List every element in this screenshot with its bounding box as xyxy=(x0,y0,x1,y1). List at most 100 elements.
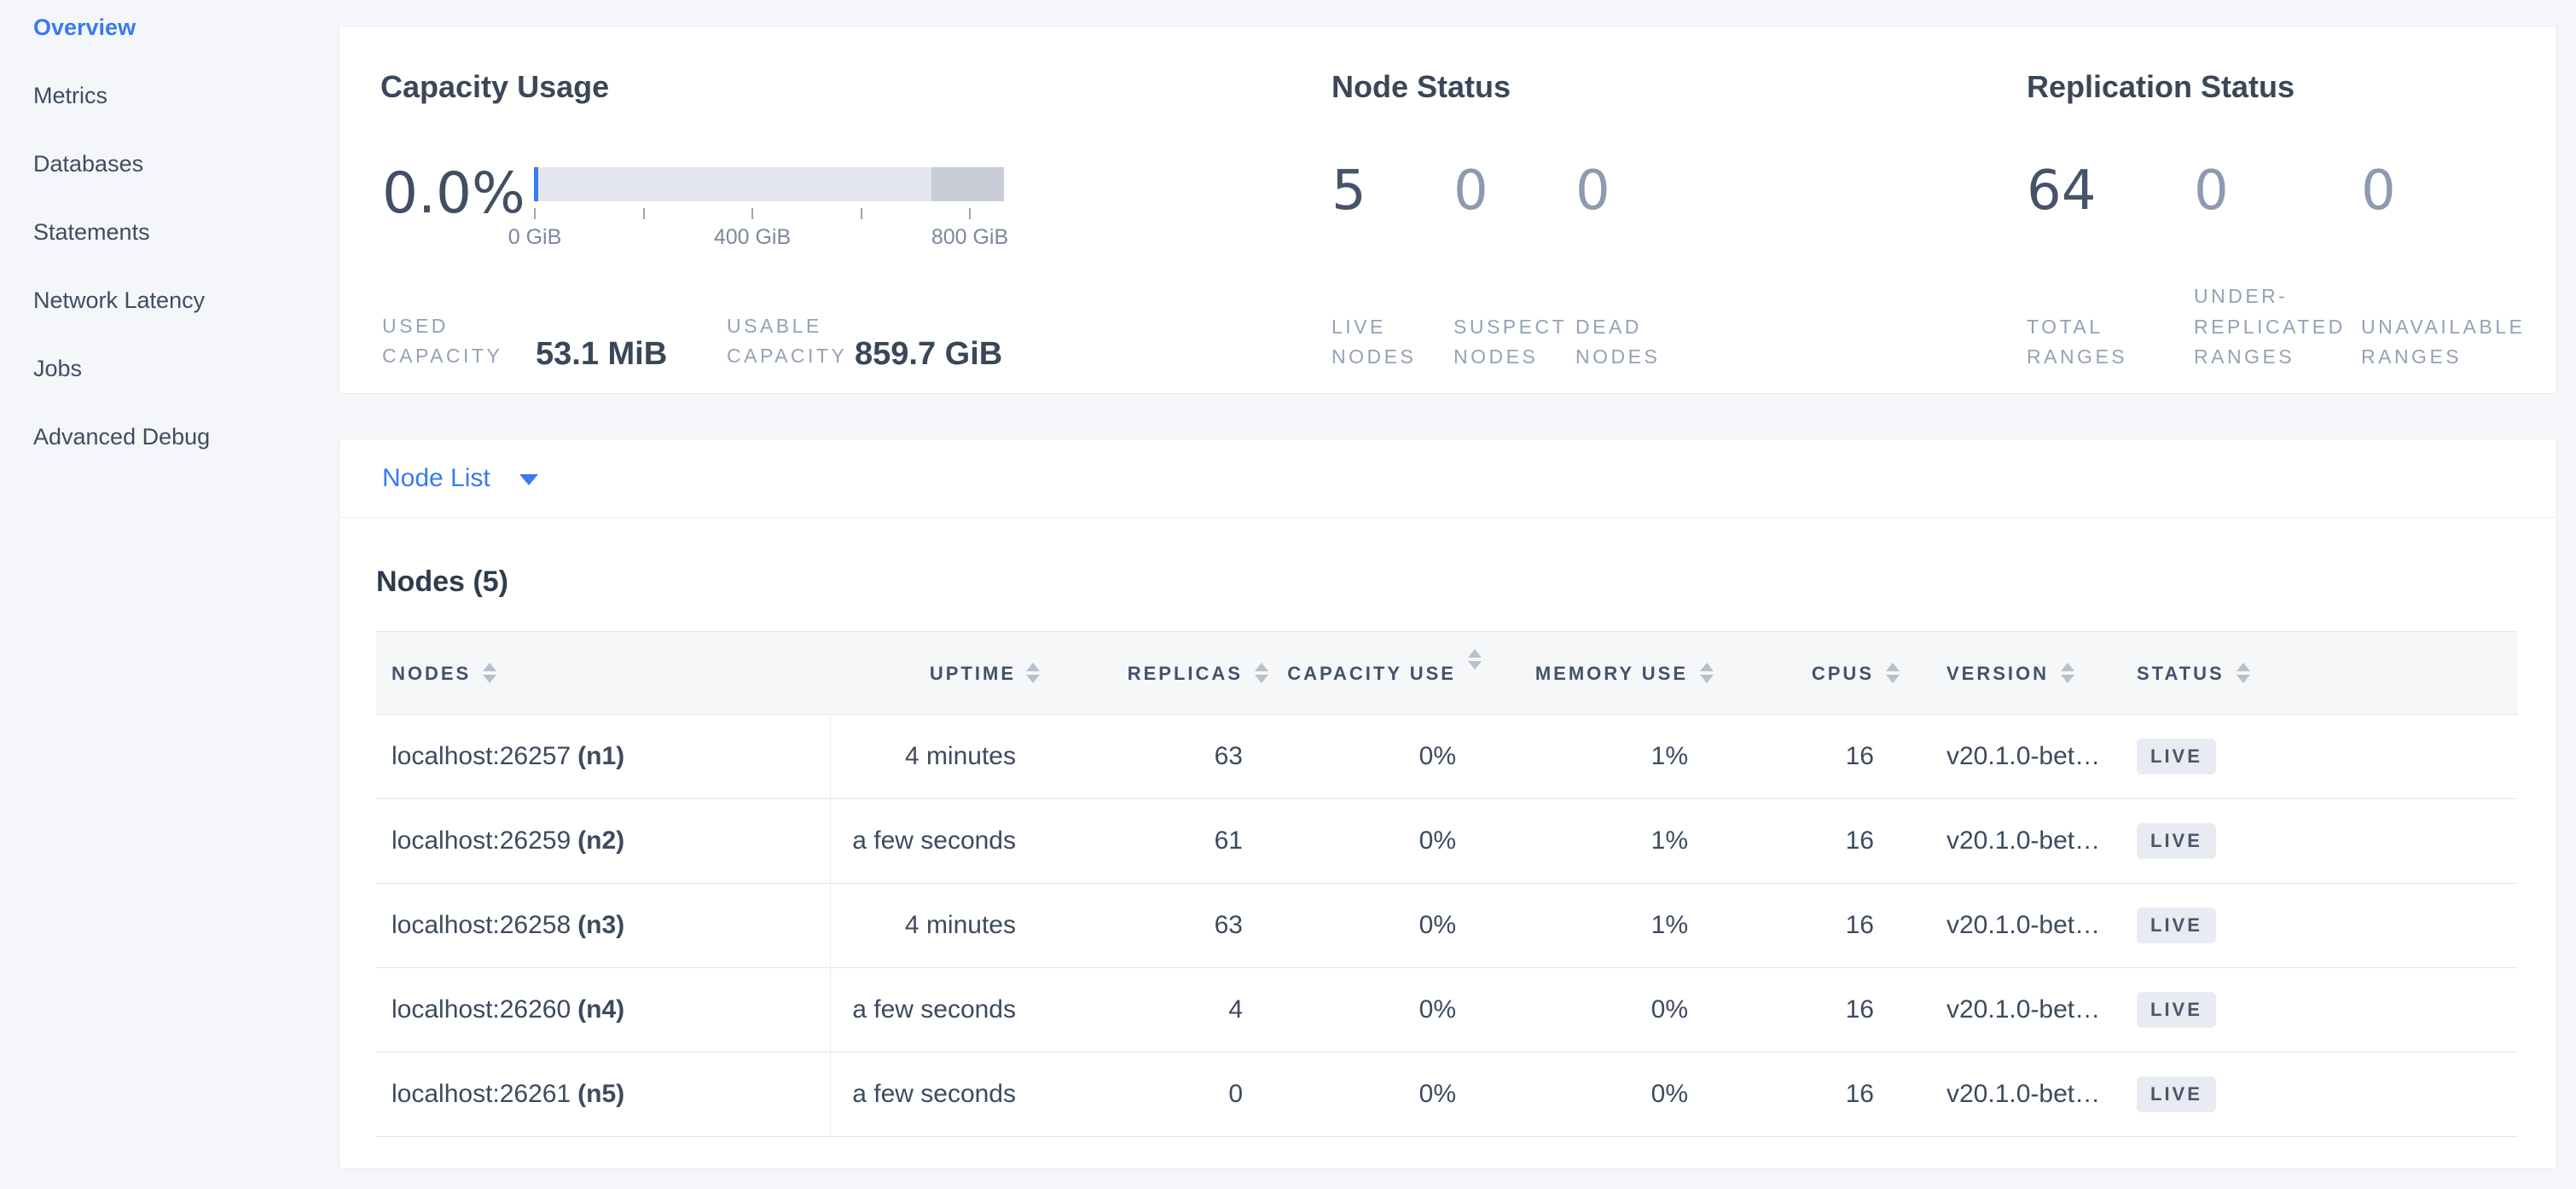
node-name-cell[interactable]: localhost:26257 (n1) xyxy=(376,715,831,798)
gauge-tick xyxy=(643,208,645,219)
gauge-tick xyxy=(969,208,971,219)
column-header-label: Status xyxy=(2137,662,2225,684)
replication-status-title: Replication Status xyxy=(2027,69,2295,104)
cpus-cell: 16 xyxy=(1845,911,1874,939)
node-name-cell[interactable]: localhost:26259 (n2) xyxy=(376,799,831,883)
version-cell: v20.1.0-bet… xyxy=(1947,911,2101,939)
column-header-memory-use[interactable]: Memory Use xyxy=(1485,632,1717,714)
under-replicated-ranges-label: Under-Replicated Ranges xyxy=(2194,285,2346,368)
live-nodes-label: Live Nodes xyxy=(1332,315,1417,368)
node-address: localhost:26257 xyxy=(392,742,571,770)
table-row: localhost:26261 (n5) a few seconds 0 0% 0% 16 v… xyxy=(376,1053,2518,1137)
capacity-usage-panel: Capacity Usage 0.0% 0 GiB 400 GiB 800 GiB … xyxy=(380,26,1302,393)
sort-arrows-icon xyxy=(483,663,497,683)
capacity-usage-title: Capacity Usage xyxy=(380,69,610,104)
gauge-axis-label: 400 GiB xyxy=(713,225,792,249)
status-badge: LIVE xyxy=(2137,823,2216,859)
uptime-cell: a few seconds xyxy=(852,826,1016,855)
under-replicated-ranges-value: 0 xyxy=(2194,160,2229,223)
column-header-nodes[interactable]: Nodes xyxy=(376,632,831,714)
memory-use-cell: 1% xyxy=(1651,826,1688,855)
total-ranges-label: Total Ranges xyxy=(2027,315,2128,368)
column-header-cpus[interactable]: CPUs xyxy=(1717,632,1903,714)
node-list-dropdown-label: Node List xyxy=(382,463,490,492)
column-header-label: Replicas xyxy=(1127,662,1243,684)
status-badge: LIVE xyxy=(2137,908,2216,943)
status-cell: LIVE xyxy=(2092,715,2518,798)
sidebar-item-metrics[interactable]: Metrics xyxy=(33,82,107,108)
capacity-use-cell: 0% xyxy=(1419,995,1456,1024)
replicas-cell: 63 xyxy=(1214,742,1243,770)
replication-status-labels: Total Ranges Under-Replicated Ranges Unava… xyxy=(2027,281,2528,373)
sidebar-item-overview[interactable]: Overview xyxy=(33,14,136,40)
column-header-label: Version xyxy=(1947,662,2050,684)
capacity-use-cell: 0% xyxy=(1419,911,1456,939)
node-name-cell[interactable]: localhost:26261 (n5) xyxy=(376,1053,831,1136)
capacity-stats: Used Capacity 53.1 MiB Usable Capacity 8… xyxy=(382,311,1002,372)
uptime-cell: a few seconds xyxy=(852,995,1016,1024)
sidebar-item-databases[interactable]: Databases xyxy=(33,150,144,177)
version-cell: v20.1.0-bet… xyxy=(1947,995,2101,1024)
column-header-capacity-use[interactable]: Capacity Use xyxy=(1272,632,1485,714)
column-header-version[interactable]: Version xyxy=(1903,632,2092,714)
replicas-cell: 4 xyxy=(1228,995,1243,1024)
uptime-cell: a few seconds xyxy=(852,1080,1016,1108)
gauge-axis-label: 0 GiB xyxy=(508,225,562,249)
capacity-gauge-used-segment xyxy=(534,167,538,201)
used-capacity-label: Used Capacity xyxy=(382,314,503,368)
cpus-cell: 16 xyxy=(1845,826,1874,855)
sidebar-item-statements[interactable]: Statements xyxy=(33,218,150,245)
live-nodes-value: 5 xyxy=(1332,160,1366,223)
node-status-title: Node Status xyxy=(1332,69,1511,104)
gauge-axis-label: 800 GiB xyxy=(931,225,1009,249)
sidebar-item-network-latency[interactable]: Network Latency xyxy=(33,287,206,313)
node-name-cell[interactable]: localhost:26260 (n4) xyxy=(376,968,831,1052)
node-status-values: 5 0 0 xyxy=(1332,160,1697,223)
node-address: localhost:26258 xyxy=(392,911,571,939)
sidebar-item-jobs[interactable]: Jobs xyxy=(33,355,83,381)
node-id: (n3) xyxy=(577,911,625,939)
replication-status-panel: Replication Status 64 0 0 Total Ranges Unde… xyxy=(2027,26,2547,393)
sort-arrows-icon xyxy=(2236,663,2250,683)
status-cell: LIVE xyxy=(2092,968,2518,1052)
column-header-replicas[interactable]: Replicas xyxy=(1043,632,1272,714)
sidebar-item-advanced-debug[interactable]: Advanced Debug xyxy=(33,423,211,450)
status-badge: LIVE xyxy=(2137,739,2216,774)
suspect-nodes-label: Suspect Nodes xyxy=(1453,315,1567,368)
gauge-tick xyxy=(751,208,753,219)
uptime-cell: 4 minutes xyxy=(904,911,1016,939)
capacity-use-cell: 0% xyxy=(1419,742,1456,770)
status-cell: LIVE xyxy=(2092,799,2518,883)
nodes-table-header: Nodes Uptime Replicas Capacity Use Memory Us… xyxy=(376,631,2518,715)
node-name-cell[interactable]: localhost:26258 (n3) xyxy=(376,884,831,967)
node-address: localhost:26261 xyxy=(392,1080,571,1108)
node-id: (n1) xyxy=(577,742,625,770)
node-id: (n2) xyxy=(577,826,625,855)
column-header-uptime[interactable]: Uptime xyxy=(831,632,1043,714)
replicas-cell: 61 xyxy=(1214,826,1243,855)
gauge-tick xyxy=(861,208,862,219)
usable-capacity-value: 859.7 GiB xyxy=(855,336,1003,372)
nodes-section: Nodes (5) Nodes Uptime Replicas Capacity Us… xyxy=(339,518,2556,1137)
capacity-gauge-row: 0.0% 0 GiB 400 GiB 800 GiB xyxy=(382,160,1008,250)
node-id: (n4) xyxy=(577,995,625,1024)
replicas-cell: 63 xyxy=(1214,911,1243,939)
column-header-status[interactable]: Status xyxy=(2092,632,2518,714)
sort-arrows-icon xyxy=(1700,663,1714,683)
node-address: localhost:26259 xyxy=(392,826,571,855)
capacity-use-cell: 0% xyxy=(1419,1080,1456,1108)
capacity-percent: 0.0% xyxy=(382,160,525,226)
memory-use-cell: 1% xyxy=(1651,911,1688,939)
status-cell: LIVE xyxy=(2092,884,2518,967)
node-list-dropdown[interactable]: Node List xyxy=(339,439,2556,518)
table-row: localhost:26260 (n4) a few seconds 4 0% 0% 16 v… xyxy=(376,968,2518,1053)
sort-arrows-icon xyxy=(1886,663,1900,683)
table-row: localhost:26258 (n3) 4 minutes 63 0% 1% 16 v20.… xyxy=(376,884,2518,968)
sidebar-nav-list: Overview Metrics Databases Statements Networ… xyxy=(0,0,339,471)
sort-arrows-icon xyxy=(2061,663,2075,683)
usable-capacity-label: Usable Capacity xyxy=(727,314,848,368)
node-status-labels: Live Nodes Suspect Nodes Dead Nodes xyxy=(1332,312,1697,373)
chevron-down-icon xyxy=(519,474,538,485)
unavailable-ranges-value: 0 xyxy=(2361,160,2396,223)
node-address: localhost:26260 xyxy=(392,995,571,1024)
